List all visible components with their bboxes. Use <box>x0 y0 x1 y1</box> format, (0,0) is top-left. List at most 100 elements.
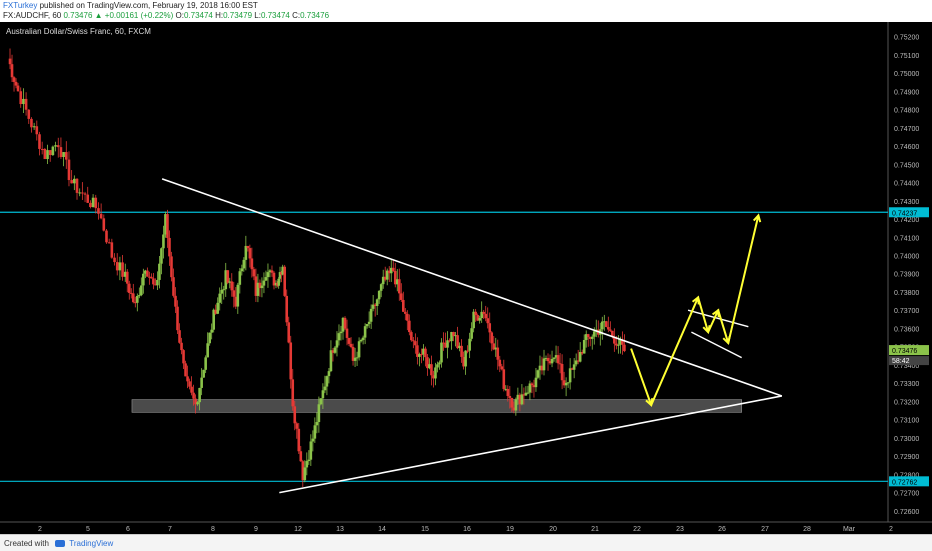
candle-body <box>520 394 524 405</box>
candle-body <box>391 267 395 271</box>
candle-body <box>371 304 375 309</box>
candle-body <box>160 248 163 264</box>
candle-body <box>154 284 157 286</box>
candle-body <box>24 98 28 110</box>
candle-body <box>236 284 240 307</box>
close-value: 0.73476 <box>300 11 330 20</box>
candle-body <box>158 263 161 280</box>
price-chart[interactable]: 0.75200 0.75100 0.75000 0.74900 0.74800 0.747… <box>0 22 932 534</box>
triangle-trendline <box>161 178 783 397</box>
publish-info: FXTurkey published on TradingView.com, F… <box>3 1 258 11</box>
candle-body <box>97 208 100 214</box>
candle-body <box>603 321 606 323</box>
candle-body <box>492 343 496 350</box>
candle-body <box>446 340 449 348</box>
y-tick-label: 0.74900 <box>894 89 919 96</box>
candle-body <box>570 368 574 370</box>
candle-body <box>355 357 359 359</box>
candle-body <box>113 257 116 263</box>
candle-body <box>303 467 307 481</box>
candle-body <box>578 352 582 362</box>
candle-body <box>564 382 568 386</box>
candle-body <box>611 330 614 337</box>
candle-body <box>560 364 564 381</box>
candle-body <box>309 441 313 460</box>
low-value: 0.73474 <box>260 11 290 20</box>
candle-body <box>496 347 500 360</box>
candle-body <box>548 361 552 364</box>
tradingview-logo-icon <box>55 540 66 547</box>
candle-body <box>258 282 262 289</box>
candle-body <box>345 328 349 338</box>
x-tick-label: Mar <box>843 526 856 533</box>
candle-body <box>38 134 41 149</box>
candle-body <box>272 272 276 286</box>
y-tick-label: 0.75200 <box>894 35 919 42</box>
candle-body <box>313 425 317 439</box>
candle-body <box>526 392 530 394</box>
candle-body <box>285 295 289 323</box>
candle-body <box>621 339 624 345</box>
candle-body <box>252 269 256 277</box>
candle-body <box>27 109 31 119</box>
y-tick-label: 0.74400 <box>894 181 919 188</box>
x-tick-label: 22 <box>633 526 641 533</box>
candle-body <box>528 383 532 393</box>
candle-body <box>582 340 586 354</box>
y-tick-label: 0.73700 <box>894 308 919 315</box>
candle-body <box>367 321 371 325</box>
y-tick-label: 0.74500 <box>894 162 919 169</box>
candle-body <box>404 311 407 314</box>
candle-body <box>554 355 558 358</box>
tradingview-link[interactable]: TradingView <box>69 539 114 548</box>
candle-body <box>301 461 305 481</box>
candle-body <box>375 299 379 306</box>
candle-body <box>387 270 391 274</box>
y-tick-label: 0.74600 <box>894 144 919 151</box>
candle-body <box>393 270 397 285</box>
candle-body <box>266 272 270 278</box>
x-tick-label: 7 <box>168 526 172 533</box>
candle-body <box>228 281 232 283</box>
candle-body <box>222 289 226 291</box>
author-link[interactable]: FXTurkey <box>3 1 38 10</box>
candle-body <box>150 276 153 279</box>
candle-body <box>397 279 401 294</box>
candle-body <box>291 379 295 407</box>
candle-body <box>550 358 554 364</box>
y-tick-label: 0.73000 <box>894 436 919 443</box>
candle-body <box>192 392 195 399</box>
candle-body <box>506 388 510 396</box>
candle-body <box>182 350 185 364</box>
candle-body <box>347 337 351 344</box>
arrowhead-icon <box>752 213 762 223</box>
candle-body <box>428 364 431 369</box>
candle-body <box>214 309 217 314</box>
flag-lower-line <box>691 331 742 359</box>
candle-body <box>327 371 331 377</box>
candle-body <box>22 98 25 105</box>
candle-body <box>148 276 151 278</box>
candle-body <box>508 395 512 398</box>
candle-body <box>12 77 16 82</box>
candle-body <box>220 289 224 294</box>
candle-body <box>522 394 526 396</box>
candle-body <box>123 271 127 277</box>
candle-body <box>357 341 361 358</box>
candle-body <box>474 311 477 316</box>
candle-body <box>14 81 18 86</box>
candle-body <box>462 356 465 367</box>
x-tick-label: 19 <box>506 526 514 533</box>
candle-body <box>260 285 264 289</box>
y-tick-label: 0.73800 <box>894 290 919 297</box>
candle-body <box>444 342 447 348</box>
y-tick-label: 0.74800 <box>894 108 919 115</box>
candle-body <box>456 335 459 349</box>
candle-body <box>514 399 518 411</box>
candle-body <box>188 381 191 387</box>
candle-body <box>335 340 339 348</box>
candle-body <box>75 178 79 193</box>
x-tick-label: 2 <box>38 526 42 533</box>
candle-body <box>590 336 594 339</box>
candle-body <box>406 313 409 321</box>
